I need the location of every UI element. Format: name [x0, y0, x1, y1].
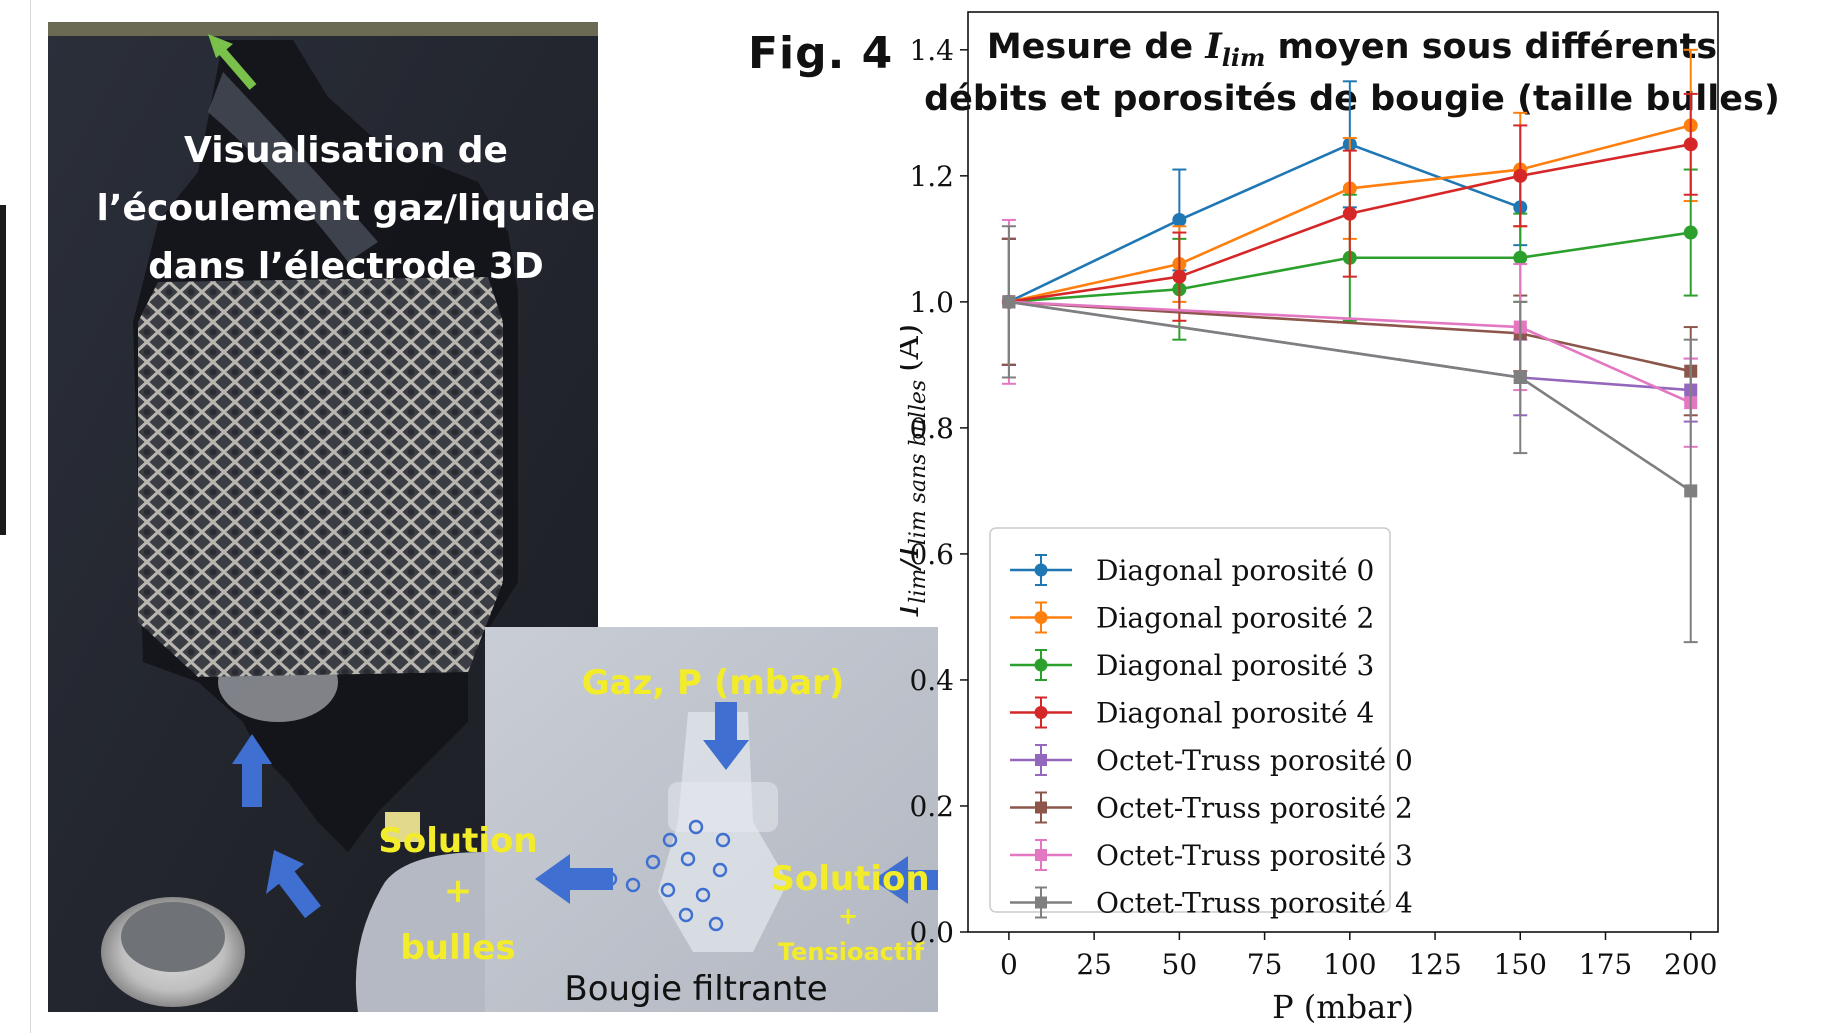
- legend-entry: Diagonal porosité 0: [1010, 554, 1374, 587]
- x-axis-label: P (mbar): [1272, 988, 1414, 1026]
- legend-marker: [1034, 706, 1048, 719]
- flow-arrow-up: [232, 734, 272, 807]
- legend-label: Diagonal porosité 2: [1096, 602, 1374, 635]
- legend-marker: [1034, 563, 1048, 577]
- legend-label: Diagonal porosité 3: [1096, 649, 1374, 682]
- solution-left-plus: +: [444, 871, 473, 911]
- bubbles-arrow-left: [535, 854, 613, 904]
- legend-label: Octet-Truss porosité 3: [1096, 839, 1413, 872]
- filter-label: Bougie filtrante: [564, 969, 827, 1009]
- legend-entry: Diagonal porosité 2: [1010, 601, 1374, 635]
- y-tick-label: 0.4: [909, 664, 954, 697]
- legend-entry: Octet-Truss porosité 0: [1010, 744, 1413, 777]
- x-tick-label: 150: [1494, 948, 1547, 981]
- title-symbol-sub: lim: [1222, 43, 1266, 72]
- legend: Diagonal porosité 0 Diagonal porosité 2 Di…: [989, 527, 1413, 920]
- y-tick-label: 1.2: [909, 160, 954, 193]
- legend-marker: [1034, 658, 1048, 672]
- y-axis-ticks: 0.0 0.2 0.4 0.6 0.8 1.0 1.2 1.4: [909, 34, 968, 949]
- chart-title-line-1: Mesure de Ilim moyen sous différents: [987, 26, 1717, 72]
- solution-left-top: Solution: [378, 821, 537, 861]
- y-tick-label: 1.0: [909, 286, 954, 319]
- x-tick-label: 175: [1579, 948, 1632, 981]
- data-point: [1172, 212, 1187, 227]
- y-axis-label: Ilim/Ilim sans bulles (A): [900, 324, 931, 618]
- gas-arrow-down: [703, 702, 749, 770]
- legend-marker: [1035, 896, 1047, 909]
- x-tick-label: 200: [1664, 948, 1717, 981]
- x-tick-label: 25: [1076, 948, 1112, 981]
- legend-box: [989, 527, 1391, 913]
- series-line: [1008, 142, 1521, 304]
- title-suffix: moyen sous différents: [1265, 27, 1717, 67]
- y-tick-label: 0.2: [909, 790, 954, 823]
- legend-entry: Octet-Truss porosité 2: [1010, 791, 1413, 825]
- series-layer: [1001, 48, 1698, 644]
- legend-entry: Octet-Truss porosité 3: [1010, 839, 1413, 872]
- page-frame: [30, 0, 1844, 1033]
- title-prefix: Mesure de: [987, 27, 1205, 67]
- lattice-electrode: [138, 277, 503, 677]
- flow-arrow-diagonal: [266, 850, 321, 919]
- y-tick-label: 0.0: [909, 916, 954, 949]
- y-tick-label: 0.6: [909, 538, 954, 571]
- data-point: [1683, 225, 1698, 240]
- title-symbol: I: [1204, 26, 1223, 67]
- solution-left-bottom: bulles: [400, 928, 515, 968]
- x-tick-label: 0: [1000, 948, 1018, 981]
- line-chart: Mesure de Ilim moyen sous différents déb…: [900, 11, 1780, 1026]
- legend-marker: [1034, 611, 1048, 624]
- caption-line-3: dans l’électrode 3D: [148, 246, 544, 287]
- solution-right-top: Solution: [770, 859, 929, 899]
- data-point: [1513, 168, 1528, 183]
- y-tick-label: 1.4: [909, 34, 954, 67]
- figure-label: Fig. 4: [748, 28, 894, 79]
- x-tick-label: 50: [1162, 948, 1198, 981]
- series-7: [1001, 225, 1698, 644]
- x-tick-label: 100: [1323, 948, 1376, 981]
- solution-right-plus: +: [838, 902, 858, 930]
- legend-marker: [1035, 849, 1047, 861]
- legend-marker: [1035, 801, 1047, 814]
- x-axis-ticks: 0 25 50 75 100 125 150 175 200: [1000, 932, 1717, 981]
- ylabel-main: I: [900, 602, 926, 617]
- data-point: [1172, 269, 1187, 284]
- gas-label: Gaz, P (mbar): [582, 663, 845, 703]
- legend-label: Octet-Truss porosité 0: [1096, 744, 1413, 777]
- legend-entry: Octet-Truss porosité 4: [1010, 886, 1413, 920]
- data-point: [1002, 295, 1016, 309]
- ylabel-unit: (A): [900, 324, 926, 372]
- data-point: [1684, 484, 1698, 498]
- data-point: [1513, 250, 1528, 265]
- legend-entry: Diagonal porosité 3: [1010, 649, 1374, 682]
- chart-title-line-2: débits et porosités de bougie (taille bu…: [924, 79, 1780, 119]
- data-point: [1683, 137, 1698, 152]
- solution-arrow-left: [873, 856, 938, 904]
- data-point: [1513, 370, 1527, 384]
- ylabel-sub1: lim: [906, 569, 931, 604]
- experiment-photo: Visualisation de l’écoulement gaz/liquid…: [48, 22, 938, 1012]
- caption-line-2: l’écoulement gaz/liquide: [97, 188, 596, 229]
- legend-label: Diagonal porosité 4: [1096, 697, 1374, 730]
- x-tick-label: 75: [1247, 948, 1283, 981]
- data-point: [1342, 206, 1357, 221]
- left-edge-tab: [0, 205, 6, 535]
- y-tick-label: 0.8: [909, 412, 954, 445]
- legend-label: Diagonal porosité 0: [1096, 554, 1374, 587]
- ylabel-slash: /I: [900, 544, 926, 572]
- ylabel-sub2: lim sans bulles: [906, 380, 931, 545]
- caption-line-1: Visualisation de: [184, 130, 508, 171]
- legend-label: Octet-Truss porosité 2: [1096, 792, 1413, 825]
- legend-marker: [1035, 754, 1047, 766]
- legend-entry: Diagonal porosité 4: [1010, 696, 1374, 730]
- legend-label: Octet-Truss porosité 4: [1096, 887, 1413, 920]
- x-tick-label: 125: [1408, 948, 1461, 981]
- solution-right-bottom: Tensioactif: [778, 938, 925, 966]
